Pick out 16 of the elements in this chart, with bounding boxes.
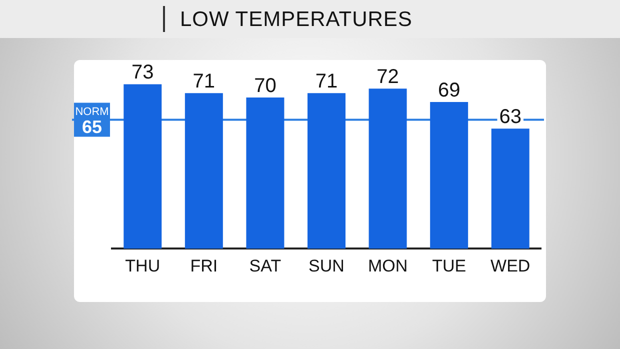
x-tick-label: SAT	[249, 256, 282, 276]
x-tick-label: TUE	[432, 256, 466, 276]
data-label: 71	[315, 70, 338, 93]
x-tick-label: MON	[368, 256, 408, 276]
data-label: 70	[254, 75, 276, 98]
x-tick-label: THU	[125, 256, 160, 276]
x-tick-label: WED	[490, 256, 530, 276]
x-tick-label: SUN	[308, 256, 344, 276]
chart-title: LOW TEMPERATURES	[180, 8, 412, 32]
data-label: 72	[376, 66, 399, 88]
x-tick-label: FRI	[190, 256, 218, 276]
data-label: 69	[438, 80, 460, 102]
ref-line-label: NORM 65	[75, 106, 109, 137]
data-label: 71	[192, 70, 216, 93]
data-label: 63	[499, 106, 522, 128]
data-label: 73	[132, 62, 154, 84]
